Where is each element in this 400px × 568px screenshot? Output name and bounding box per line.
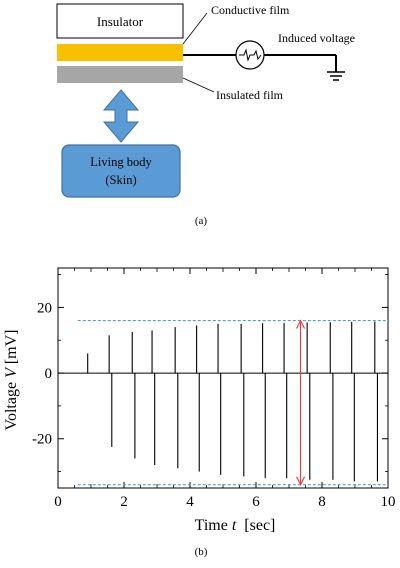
insulator-label: Insulator [97, 14, 144, 29]
plot-frame [57, 267, 389, 489]
x-tick-label: 8 [318, 494, 326, 510]
living-body-block [61, 144, 181, 198]
ground-icon [327, 71, 345, 81]
ac-voltage-source-icon [235, 40, 265, 70]
conductive-film-leader [182, 12, 208, 45]
x-axis-label: Time t [sec] [195, 517, 276, 534]
panel-a-diagram: Insulator Conductive film Induced voltag… [56, 3, 355, 227]
x-tick-label: 6 [252, 494, 260, 510]
amplitude-marker [296, 319, 306, 487]
living-body-label-line2: (Skin) [105, 173, 136, 187]
x-tick-label: 10 [381, 494, 396, 510]
tick-labels: 0 2 4 6 8 10 20 0 -20 [32, 300, 396, 510]
y-tick-label: 20 [37, 300, 52, 316]
y-tick-label: 0 [45, 366, 53, 382]
x-tick-label: 2 [120, 494, 128, 510]
conductive-film-label: Conductive film [211, 3, 290, 17]
panel-b-chart: 0 2 4 6 8 10 20 0 -20 Time t [sec] Voltage V [mV… [3, 267, 396, 558]
panel-a-caption: (a) [195, 215, 208, 227]
y-tick-label: -20 [32, 432, 52, 448]
amplitude-arrowhead-bottom [296, 476, 306, 487]
conductive-film-layer [57, 44, 183, 61]
coupling-arrow [102, 89, 140, 143]
insulated-film-label: Insulated film [216, 88, 284, 102]
axis-ticks [57, 268, 389, 488]
x-tick-label: 0 [54, 494, 62, 510]
x-tick-label: 4 [186, 494, 194, 510]
induced-voltage-label: Induced voltage [278, 31, 355, 45]
signal-spikes [87, 321, 378, 482]
insulated-film-leader [182, 77, 215, 93]
living-body-label-line1: Living body [90, 155, 152, 169]
y-axis-label: Voltage V [mV] [3, 329, 20, 430]
panel-b-caption: (b) [195, 546, 208, 558]
insulated-film-layer [57, 66, 183, 83]
reference-lines [77, 319, 388, 486]
insulator-block [56, 3, 184, 39]
amplitude-arrowhead-top [296, 319, 306, 329]
